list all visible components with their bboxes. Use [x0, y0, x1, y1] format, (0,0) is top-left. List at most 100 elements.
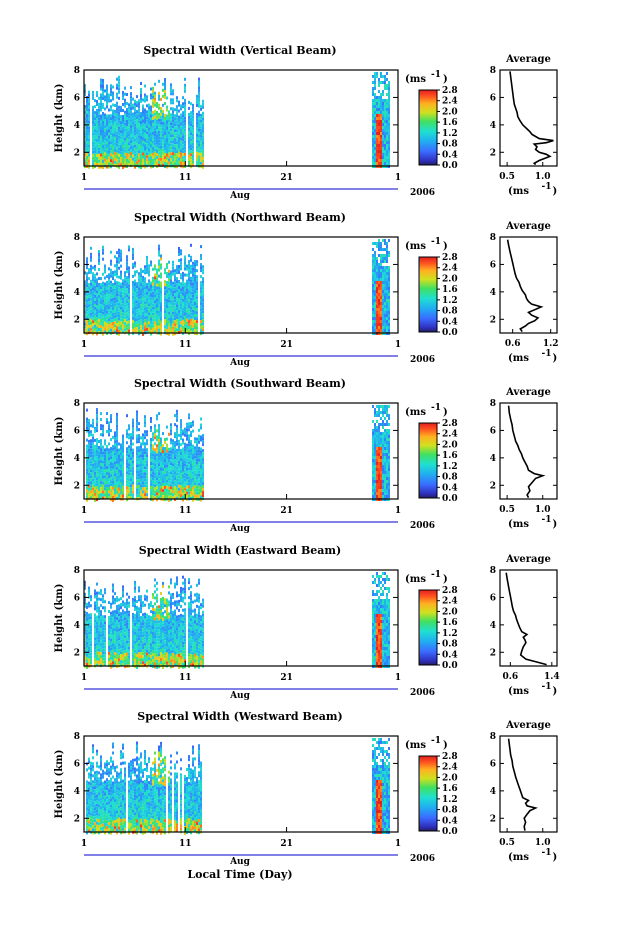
heatmap-cell — [98, 449, 100, 452]
heatmap-cell — [150, 474, 152, 477]
heatmap-cell — [150, 150, 152, 154]
heatmap-cell — [98, 455, 100, 458]
heatmap-cell — [174, 474, 176, 478]
heatmap-cell — [92, 275, 94, 279]
heatmap-cell — [86, 308, 88, 312]
heatmap-cell — [88, 286, 90, 290]
heatmap-cell — [98, 283, 100, 286]
heatmap-cell — [96, 438, 98, 442]
heatmap-cell — [128, 433, 130, 437]
heatmap-cell — [380, 450, 382, 453]
heatmap-cell — [162, 495, 164, 499]
heatmap-cell — [132, 121, 134, 125]
heatmap-cell — [130, 493, 132, 497]
y-tick-label: 8 — [74, 399, 80, 409]
heatmap-cell — [202, 479, 204, 483]
heatmap-cell — [388, 153, 390, 156]
heatmap-cell — [92, 144, 94, 148]
heatmap-cell — [144, 481, 146, 485]
heatmap-cell — [198, 494, 200, 498]
heatmap-cell — [380, 114, 382, 117]
heatmap-cell — [112, 94, 114, 98]
heatmap-cell — [166, 437, 168, 441]
heatmap-cell — [196, 115, 198, 119]
heatmap-cell — [156, 417, 158, 421]
heatmap-cell — [386, 284, 388, 287]
heatmap-cell — [200, 477, 202, 481]
heatmap-cell — [146, 119, 148, 123]
heatmap-cell — [186, 264, 188, 268]
heatmap-cell — [386, 72, 388, 75]
heatmap-cell — [94, 159, 96, 163]
heatmap-cell — [180, 107, 182, 111]
heatmap-cell — [202, 153, 204, 157]
heatmap-cell — [198, 98, 200, 102]
heatmap-cell — [374, 444, 376, 447]
heatmap-cell — [154, 142, 156, 146]
heatmap-cell — [172, 332, 174, 336]
average-y-tick-label: 2 — [490, 148, 496, 158]
heatmap-cell — [382, 281, 384, 284]
heatmap-cell — [86, 408, 88, 412]
heatmap-cell — [140, 454, 142, 458]
heatmap-cell — [158, 130, 160, 134]
heatmap-cell — [200, 495, 202, 499]
heatmap-cell — [376, 126, 378, 129]
heatmap-cell — [202, 494, 204, 498]
heatmap-cell — [152, 306, 154, 310]
heatmap-cell — [120, 264, 122, 268]
heatmap-cell — [372, 468, 374, 471]
heatmap-cell — [378, 477, 380, 480]
heatmap-cell — [106, 496, 108, 499]
heatmap-cell — [128, 445, 130, 449]
heatmap-cell — [380, 123, 382, 126]
heatmap-cell — [386, 459, 388, 462]
heatmap-cell — [136, 131, 138, 135]
heatmap-cell — [136, 113, 138, 117]
heatmap-cell — [180, 455, 182, 459]
heatmap-cell — [176, 469, 178, 473]
heatmap-cell — [180, 113, 182, 117]
heatmap-cell — [142, 451, 144, 455]
heatmap-cell — [202, 470, 204, 474]
heatmap-cell — [102, 469, 104, 473]
heatmap-cell — [104, 481, 106, 485]
heatmap-cell — [174, 414, 176, 418]
heatmap-cell — [176, 159, 178, 163]
colorbar-tick-label: 1.6 — [442, 285, 458, 295]
heatmap-cell — [100, 484, 102, 488]
heatmap-cell — [122, 151, 124, 154]
heatmap-cell — [148, 154, 150, 158]
heatmap-cell — [124, 325, 126, 329]
heatmap-cell — [104, 146, 106, 150]
heatmap-cell — [108, 282, 110, 286]
heatmap-cell — [162, 154, 164, 158]
heatmap-cell — [88, 448, 90, 452]
heatmap-cell — [142, 439, 144, 443]
heatmap-cell — [96, 618, 98, 622]
heatmap-cell — [172, 466, 174, 470]
heatmap-cell — [138, 455, 140, 459]
heatmap-cell — [98, 458, 100, 461]
heatmap-cell — [192, 321, 194, 325]
heatmap-cell — [102, 103, 104, 106]
heatmap-cell — [134, 264, 136, 268]
heatmap-cell — [190, 264, 192, 268]
heatmap-cell — [136, 152, 138, 156]
heatmap-cell — [158, 148, 160, 152]
heatmap-cell — [168, 492, 170, 496]
heatmap-cell — [110, 450, 112, 454]
heatmap-cell — [376, 329, 378, 332]
heatmap-cell — [190, 282, 192, 286]
heatmap-cell — [190, 258, 192, 262]
heatmap-cell — [176, 496, 178, 500]
heatmap-cell — [86, 480, 88, 484]
heatmap-cell — [202, 328, 204, 332]
heatmap-cell — [160, 437, 162, 441]
heatmap-cell — [94, 141, 96, 145]
heatmap-cell — [120, 142, 122, 146]
heatmap-cell — [376, 471, 378, 474]
heatmap-cell — [138, 159, 140, 163]
heatmap-cell — [166, 159, 168, 163]
heatmap-cell — [148, 142, 150, 146]
